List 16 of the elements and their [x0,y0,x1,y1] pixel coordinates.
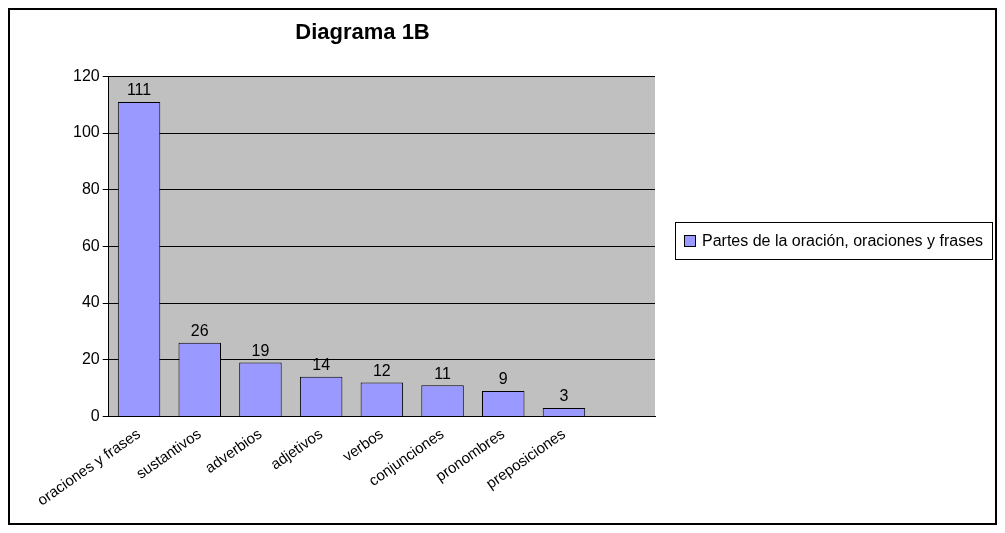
chart-title: Diagrama 1B [295,19,430,45]
y-tick-label: 20 [81,350,100,368]
y-tick-label: 80 [81,180,100,198]
data-label: 11 [434,364,451,382]
y-tick-label: 40 [81,293,100,311]
data-label: 9 [498,370,508,388]
y-tick-label: 0 [90,406,100,424]
y-tick-label: 60 [81,236,100,254]
data-label: 3 [559,387,569,405]
data-label: 12 [372,361,391,379]
legend-label: Partes de la oración, oraciones y frases [702,231,984,251]
data-label: 26 [190,322,209,340]
data-label: 19 [251,342,270,360]
data-label: 111 [126,81,152,99]
y-tick-label: 100 [72,123,100,141]
y-tick-label: 120 [72,66,100,84]
